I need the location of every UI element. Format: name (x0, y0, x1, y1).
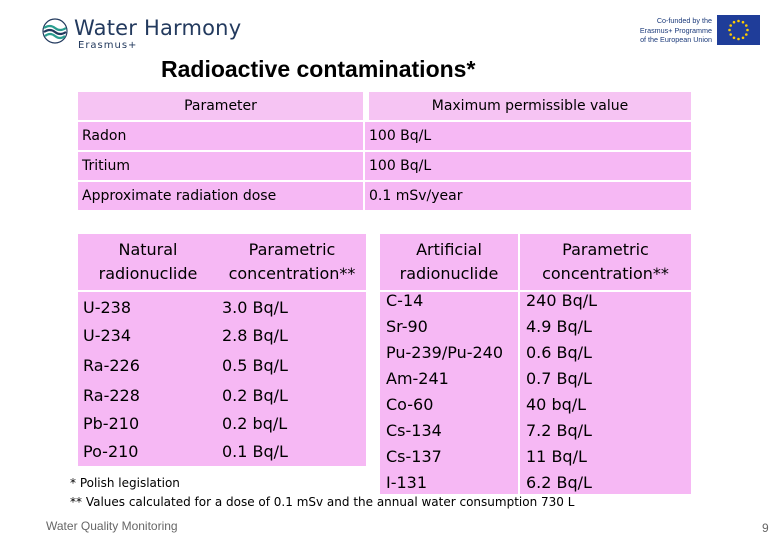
natural-header-radionuclide: Natural radionuclide (78, 234, 218, 290)
footer-course-title: Water Quality Monitoring (46, 519, 178, 533)
artificial-radionuclide-cell: Cs-134 (386, 421, 442, 440)
eu-cofunded-text: Co-funded by the Erasmus+ Programme of t… (618, 16, 712, 45)
artificial-radionuclide-cell: Co-60 (386, 395, 434, 414)
top-table-row-value: 100 Bq/L (365, 122, 691, 150)
natural-radionuclide-cell: Pb-210 (83, 414, 140, 433)
artificial-concentration-cell: 240 Bq/L (526, 291, 598, 310)
top-table-row-value: 100 Bq/L (365, 152, 691, 180)
artificial-radionuclide-cell: I-131 (386, 473, 428, 492)
natural-header-label: Natural radionuclide (98, 240, 198, 283)
artificial-radionuclide-column (380, 292, 518, 494)
top-table-row-param: Approximate radiation dose (78, 182, 363, 210)
natural-radionuclide-cell: Ra-228 (83, 386, 140, 405)
natural-concentration-cell: 2.8 Bq/L (222, 326, 288, 345)
artificial-header-radionuclide: Artificial radionuclide (380, 234, 518, 290)
natural-header-concentration: Parametric concentration** (218, 234, 366, 290)
artificial-concentration-column (520, 292, 691, 494)
artificial-radionuclide-cell: Sr-90 (386, 317, 428, 336)
artificial-radionuclide-cell: C-14 (386, 291, 424, 310)
artificial-radionuclide-cell: Cs-137 (386, 447, 442, 466)
top-table-row-value: 0.1 mSv/year (365, 182, 691, 210)
footnote-polish-legislation: * Polish legislation (70, 476, 180, 490)
natural-radionuclide-cell: U-238 (83, 298, 132, 317)
artificial-header-label: Parametric concentration** (542, 240, 669, 283)
eu-text-line: Co-funded by the (656, 16, 712, 25)
natural-concentration-cell: 0.2 Bq/L (222, 386, 288, 405)
footnote-dose-calculation: ** Values calculated for a dose of 0.1 m… (70, 495, 575, 509)
top-table-header-parameter: Parameter (78, 92, 363, 120)
natural-concentration-cell: 3.0 Bq/L (222, 298, 288, 317)
page-number: 9 (762, 521, 769, 535)
eu-text-line: of the European Union (640, 35, 712, 44)
artificial-header-label: Artificial radionuclide (399, 240, 499, 283)
water-harmony-logo: Water Harmony Erasmus+ (40, 14, 242, 51)
natural-radionuclide-cell: U-234 (83, 326, 132, 345)
artificial-concentration-cell: 4.9 Bq/L (526, 317, 592, 336)
artificial-concentration-cell: 0.6 Bq/L (526, 343, 592, 362)
eu-cofunded-badge: Co-funded by the Erasmus+ Programme of t… (618, 14, 760, 48)
natural-concentration-cell: 0.5 Bq/L (222, 356, 288, 375)
artificial-radionuclide-cell: Am-241 (386, 369, 449, 388)
artificial-radionuclide-cell: Pu-239/Pu-240 (386, 343, 504, 362)
top-table-row-param: Radon (78, 122, 363, 150)
logo-subtitle: Erasmus+ (78, 40, 138, 51)
logo-name: Water Harmony (74, 16, 242, 40)
natural-header-label: Parametric concentration** (228, 240, 356, 283)
page-title: Radioactive contaminations* (161, 56, 476, 82)
natural-radionuclide-cell: Ra-226 (83, 356, 140, 375)
artificial-concentration-cell: 7.2 Bq/L (526, 421, 592, 440)
natural-concentration-cell: 0.1 Bq/L (222, 442, 288, 461)
top-table-row-param: Tritium (78, 152, 363, 180)
natural-radionuclide-column (78, 292, 218, 466)
artificial-header-concentration: Parametric concentration** (520, 234, 691, 290)
eu-text-line: Erasmus+ Programme (639, 25, 712, 35)
natural-concentration-cell: 0.2 bq/L (222, 414, 288, 433)
artificial-concentration-cell: 40 bq/L (526, 395, 587, 414)
artificial-concentration-cell: 11 Bq/L (526, 447, 587, 466)
artificial-concentration-cell: 6.2 Bq/L (526, 473, 592, 492)
eu-flag-icon (717, 15, 760, 45)
natural-concentration-column (218, 292, 366, 466)
top-table-header-max-value: Maximum permissible value (369, 92, 691, 120)
artificial-concentration-cell: 0.7 Bq/L (526, 369, 592, 388)
water-drop-logo-icon (42, 18, 68, 44)
natural-radionuclide-cell: Po-210 (83, 442, 139, 461)
